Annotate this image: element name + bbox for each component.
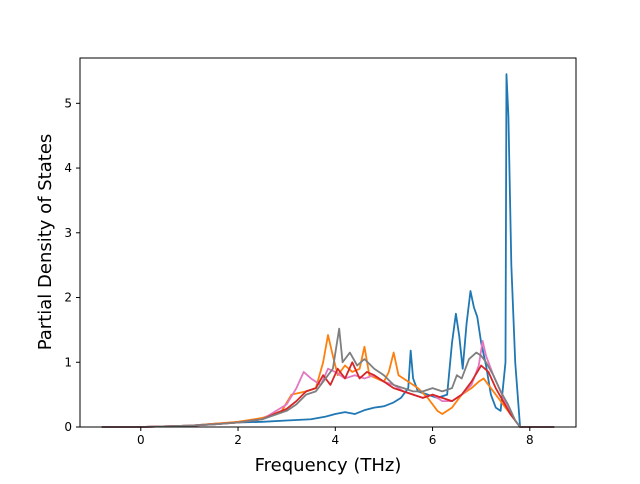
series-line-3 [101, 339, 555, 428]
y-axis-ticks: 0 1 2 3 4 5 [64, 96, 80, 434]
y-tick-label: 3 [64, 226, 72, 240]
x-tick-label: 6 [429, 433, 437, 447]
y-tick-label: 0 [64, 420, 72, 434]
y-tick-label: 4 [64, 161, 72, 175]
x-axis-ticks: 0 2 4 6 8 [137, 427, 534, 447]
x-axis-label: Frequency (THz) [255, 455, 402, 476]
series-line-4 [101, 361, 555, 428]
x-tick-label: 4 [331, 433, 339, 447]
x-tick-label: 2 [234, 433, 242, 447]
x-tick-label: 8 [526, 433, 534, 447]
y-axis-label: Partial Density of States [35, 134, 56, 351]
y-tick-label: 2 [64, 291, 72, 305]
series-lines [101, 73, 555, 428]
x-tick-label: 0 [137, 433, 145, 447]
series-line-1 [101, 73, 555, 428]
series-line-5 [101, 327, 555, 428]
axes-frame [79, 57, 577, 428]
y-tick-label: 1 [64, 355, 72, 369]
y-tick-label: 5 [64, 96, 72, 110]
